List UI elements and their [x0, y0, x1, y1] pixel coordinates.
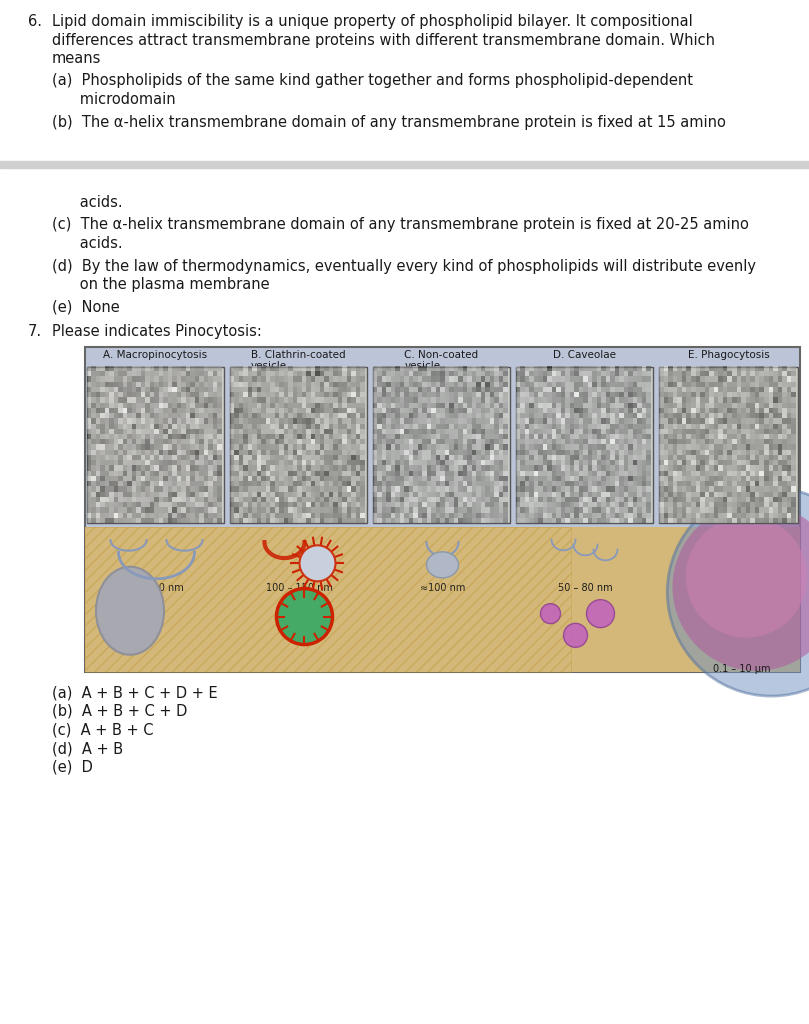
Text: 100 – 150 nm: 100 – 150 nm [266, 584, 333, 594]
Bar [659, 367, 798, 523]
Text: acids.: acids. [52, 195, 123, 210]
Circle shape [540, 604, 561, 624]
Text: on the plasma membrane: on the plasma membrane [52, 278, 269, 292]
Text: 0.1 – 10 μm: 0.1 – 10 μm [713, 664, 770, 674]
Text: (d)  By the law of thermodynamics, eventually every kind of phospholipids will d: (d) By the law of thermodynamics, eventu… [52, 258, 756, 273]
Text: 7.: 7. [28, 324, 42, 339]
Text: E. Phagocytosis: E. Phagocytosis [688, 349, 769, 359]
Bar [373, 367, 510, 523]
Ellipse shape [96, 566, 164, 654]
Bar [230, 367, 367, 523]
Bar [0, 161, 809, 168]
Circle shape [299, 546, 336, 582]
Text: (e)  D: (e) D [52, 760, 93, 774]
Text: (c)  The α-helix transmembrane domain of any transmembrane protein is fixed at 2: (c) The α-helix transmembrane domain of … [52, 217, 749, 232]
Text: 6.: 6. [28, 14, 42, 29]
Text: A. Macropinocytosis: A. Macropinocytosis [104, 349, 208, 359]
Text: (a)  A + B + C + D + E: (a) A + B + C + D + E [52, 685, 218, 700]
Circle shape [672, 503, 809, 671]
Text: D. Caveolae: D. Caveolae [553, 349, 616, 359]
Text: (a)  Phospholipids of the same kind gather together and forms phospholipid-depen: (a) Phospholipids of the same kind gathe… [52, 74, 693, 88]
Text: Please indicates Pinocytosis:: Please indicates Pinocytosis: [52, 324, 262, 339]
Circle shape [667, 487, 809, 696]
Circle shape [686, 516, 807, 638]
Ellipse shape [426, 552, 459, 578]
Text: (e)  None: (e) None [52, 299, 120, 314]
Text: C. Non-coated
vesicle: C. Non-coated vesicle [404, 349, 479, 371]
Bar [87, 367, 224, 523]
Text: ≈100 nm: ≈100 nm [420, 584, 465, 594]
Text: differences attract transmembrane proteins with different transmembrane domain. : differences attract transmembrane protei… [52, 33, 715, 47]
Text: 50– 1000 nm: 50– 1000 nm [120, 584, 184, 594]
Bar [85, 527, 571, 672]
Text: (b)  A + B + C + D: (b) A + B + C + D [52, 705, 188, 719]
Text: acids.: acids. [52, 236, 123, 251]
Circle shape [587, 600, 615, 628]
Text: (c)  A + B + C: (c) A + B + C [52, 723, 154, 737]
Text: (d)  A + B: (d) A + B [52, 741, 123, 756]
Text: means: means [52, 51, 101, 66]
Bar [85, 527, 800, 672]
Text: B. Clathrin-coated
vesicle: B. Clathrin-coated vesicle [251, 349, 345, 371]
Text: microdomain: microdomain [52, 92, 176, 106]
Text: 50 – 80 nm: 50 – 80 nm [558, 584, 612, 594]
Text: Lipid domain immiscibility is a unique property of phospholipid bilayer. It comp: Lipid domain immiscibility is a unique p… [52, 14, 693, 29]
Bar [516, 367, 653, 523]
Circle shape [564, 624, 587, 647]
Circle shape [277, 589, 332, 644]
Bar [85, 346, 800, 672]
Text: (b)  The α-helix transmembrane domain of any transmembrane protein is fixed at 1: (b) The α-helix transmembrane domain of … [52, 115, 726, 129]
